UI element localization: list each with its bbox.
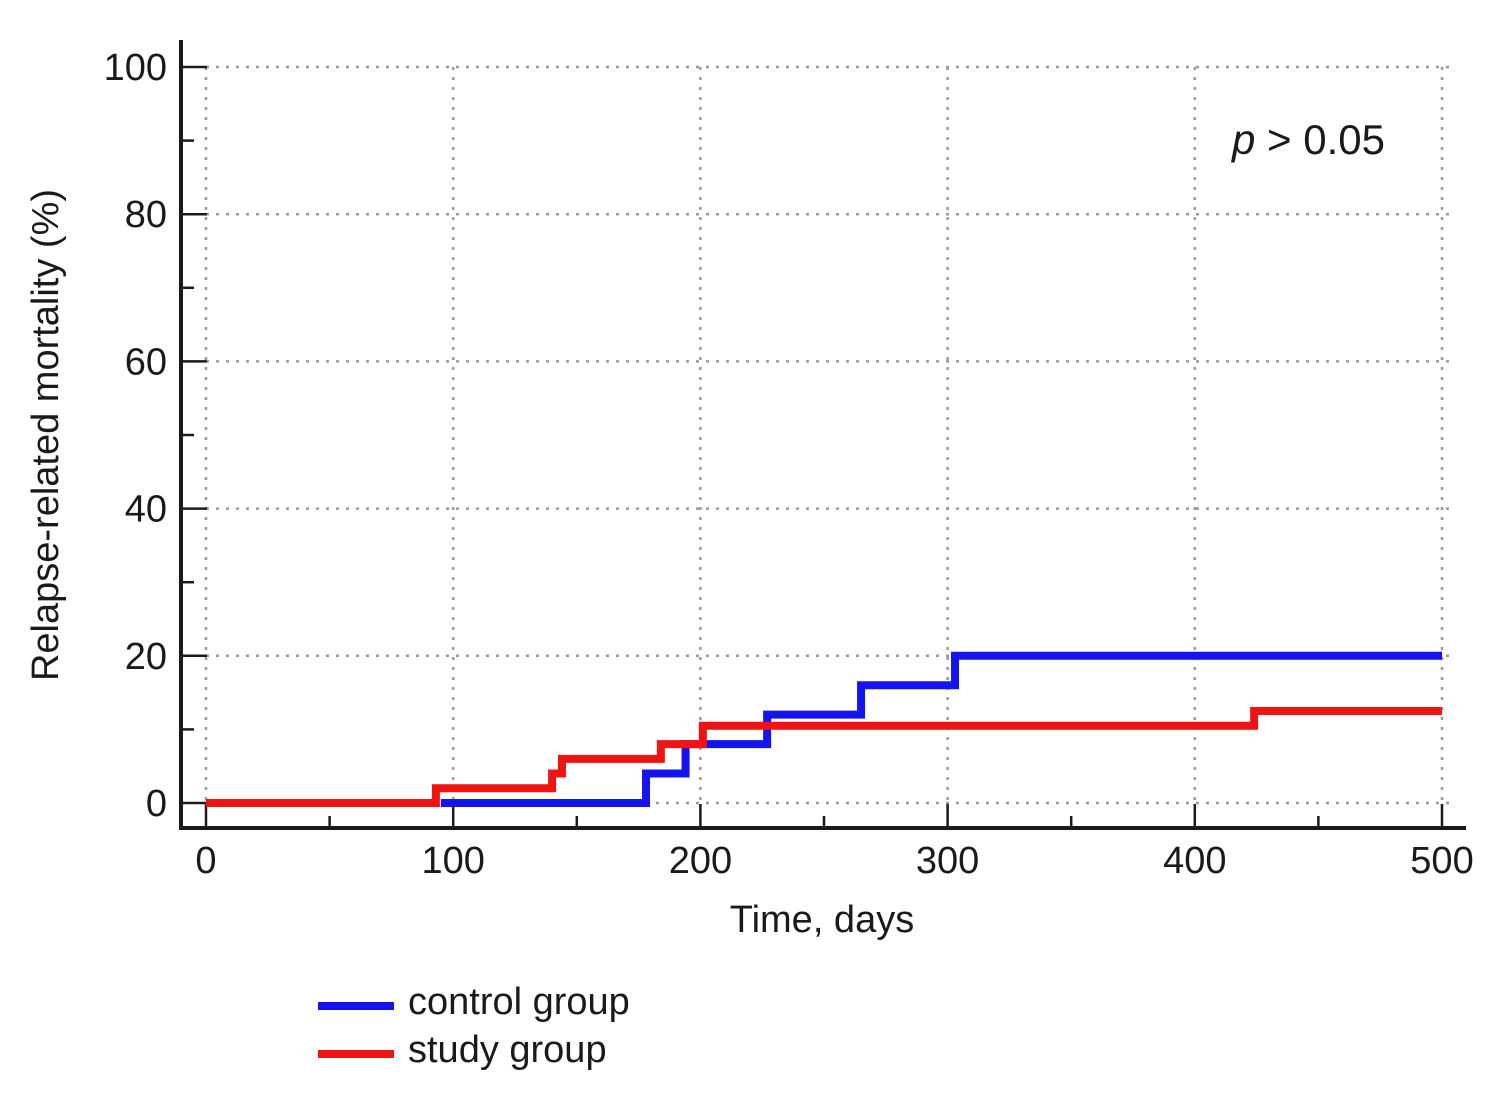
p-value-annotation: p > 0.05	[1230, 116, 1385, 163]
x-tick-label-0: 0	[195, 840, 216, 882]
tick-labels: 0 20 40 60 80 100 0 100 200 300 400 500	[104, 47, 1474, 882]
p-comparison: > 0.05	[1255, 116, 1385, 163]
x-tick-label-5: 500	[1410, 840, 1473, 882]
y-tick-label-2: 40	[125, 489, 167, 531]
series-lines	[206, 651, 1442, 807]
y-axis-title: Relapse-related mortality (%)	[25, 189, 67, 681]
x-tick-label-1: 100	[421, 840, 484, 882]
tick-marks	[181, 65, 1444, 828]
x-tick-label-2: 200	[669, 840, 732, 882]
p-symbol: p	[1230, 116, 1255, 163]
legend: control group study group	[318, 981, 630, 1071]
legend-label-0: control group	[408, 981, 630, 1023]
y-tick-label-4: 80	[125, 194, 167, 236]
series-line-1	[206, 707, 1442, 807]
legend-label-1: study group	[408, 1029, 607, 1071]
x-tick-label-3: 300	[916, 840, 979, 882]
y-tick-label-3: 60	[125, 341, 167, 383]
x-axis-title: Time, days	[730, 899, 914, 941]
y-tick-label-1: 20	[125, 636, 167, 678]
y-tick-label-5: 100	[104, 47, 167, 89]
y-tick-label-0: 0	[146, 783, 167, 825]
x-tick-label-4: 400	[1163, 840, 1226, 882]
grid	[204, 65, 1456, 805]
